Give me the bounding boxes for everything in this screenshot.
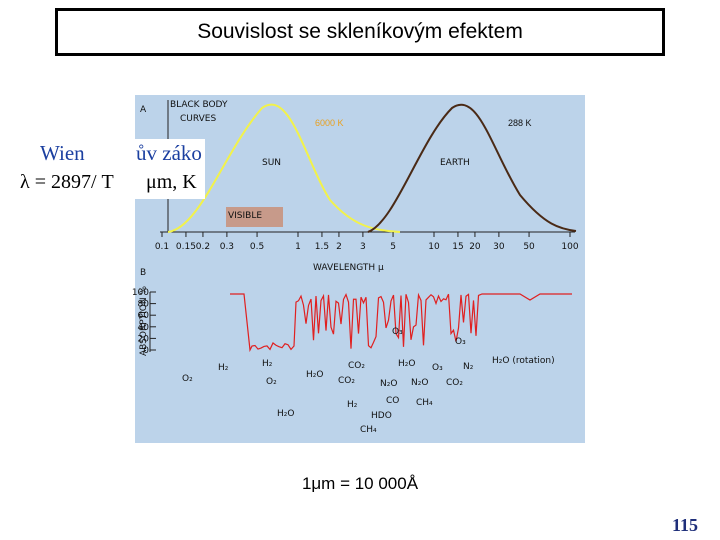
gas-label: N₂O (411, 378, 428, 388)
temperature: 288 K (508, 118, 532, 128)
gas-label: CH₄ (416, 398, 433, 408)
caption: CURVES (180, 114, 216, 124)
x-tick-label: 1 (295, 242, 301, 252)
gas-label: N₂O (380, 379, 397, 389)
wien-heading: Wien (40, 141, 85, 165)
x-tick-label: 0.15 (176, 242, 196, 252)
gas-label: O₃ (432, 363, 443, 373)
note: 1μm = 10 000Å (301, 474, 419, 493)
wien-formula: λ = 2897/ T (20, 171, 114, 193)
x-tick-label: 5 (390, 242, 396, 252)
gas-label: H₂O (398, 359, 415, 369)
y-tick-label: 20 (138, 334, 150, 344)
figure-background (135, 95, 585, 443)
x-tick-label: 10 (428, 242, 440, 252)
gas-label: H₂ (262, 359, 273, 369)
page-number: 115 (671, 515, 698, 535)
gas-label: H₂O (277, 409, 294, 419)
wien-unit: μm, K (146, 171, 197, 193)
gas-label: CO₂ (348, 361, 365, 371)
axis-label: WAVELENGTH μ (313, 263, 384, 273)
y-tick-label: 60 (138, 311, 150, 321)
x-tick-label: 0.5 (250, 242, 264, 252)
gas-label: O₃ (392, 327, 403, 337)
gas-label: CO (386, 396, 399, 406)
curve-label: EARTH (440, 158, 470, 168)
wien-box: Wien ův záko λ = 2897/ T μm, K (18, 139, 205, 199)
gas-label: N₂ (463, 362, 474, 372)
curve-label: SUN (262, 158, 281, 168)
gas-label: O₂ (266, 377, 277, 387)
visible-band (226, 207, 283, 227)
caption: BLACK BODY (170, 100, 228, 110)
gas-label: O₂ (182, 374, 193, 384)
y-tick-label: 0 (143, 346, 149, 356)
gas-label: CO₂ (338, 376, 355, 386)
gas-label: CO₂ (446, 378, 463, 388)
x-tick-label: 2 (336, 242, 342, 252)
gas-label: H₂ (347, 400, 358, 410)
wien-text: ův záko (136, 141, 202, 165)
gas-label: H₂O (306, 370, 323, 380)
band-label: VISIBLE (228, 211, 262, 221)
y-tick-label: 80 (138, 300, 150, 310)
gas-label: O₃ (455, 337, 466, 347)
gas-label: H₂ (218, 363, 229, 373)
panel-label: B (140, 268, 146, 278)
x-tick-label: 15 (452, 242, 463, 252)
absorption-curve (230, 292, 572, 353)
x-tick-label: 0.3 (220, 242, 234, 252)
x-tick-label: 3 (360, 242, 366, 252)
sun-curve (167, 103, 401, 233)
y-tick-label: 100 (132, 288, 149, 298)
x-tick-label: 20 (469, 242, 481, 252)
x-tick-label: 0.2 (196, 242, 210, 252)
slide-title: Souvislost se skleníkovým efektem (55, 8, 665, 56)
x-tick-label: 100 (561, 242, 578, 252)
x-tick-label: 1.5 (315, 242, 329, 252)
x-tick-label: 50 (523, 242, 535, 252)
y-tick-label: 40 (138, 323, 150, 333)
x-tick-label: 30 (493, 242, 505, 252)
gas-label: HDO (371, 411, 392, 421)
gas-label: CH₄ (360, 425, 377, 435)
axis-label: ABSORPTION % (139, 286, 149, 356)
panel-label: A (140, 105, 147, 115)
x-tick-label: 0.1 (155, 242, 169, 252)
temperature: 6000 K (315, 118, 344, 128)
gas-label: H₂O (rotation) (492, 356, 555, 366)
earth-curve (367, 103, 577, 233)
